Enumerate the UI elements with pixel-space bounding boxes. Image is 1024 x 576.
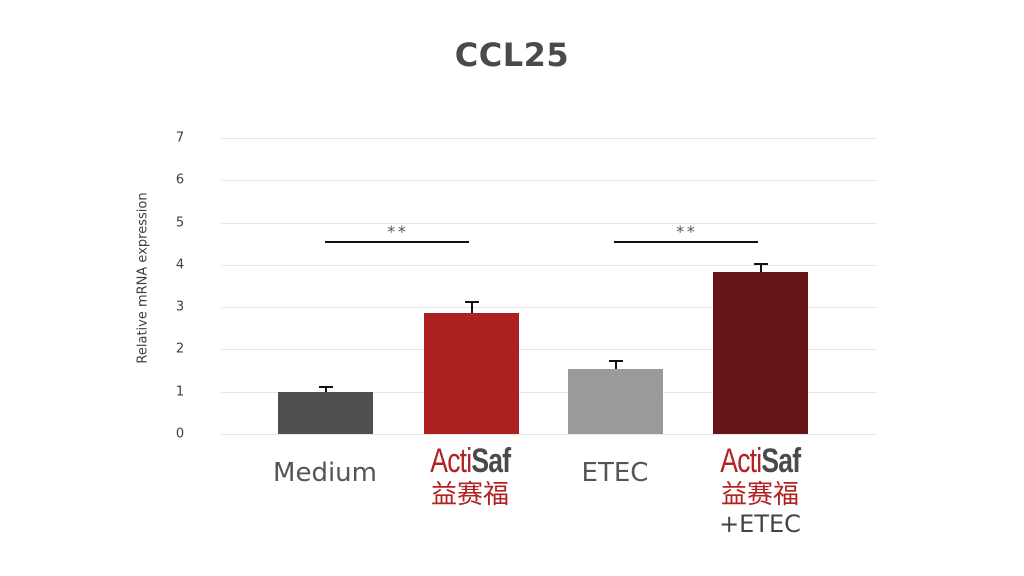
y-tick-label: 7 — [175, 130, 185, 146]
gridline — [221, 307, 877, 308]
gridline — [221, 349, 877, 350]
gridline — [221, 434, 877, 435]
x-label-etec: ETEC — [581, 458, 649, 488]
error-bar — [614, 361, 617, 369]
y-axis-label: Relative mRNA expression — [135, 192, 151, 364]
actisaf-logo: ActiSaf — [395, 444, 545, 478]
error-bar-cap — [464, 301, 479, 304]
logo-saf: Saf — [761, 442, 801, 480]
x-label-actisaf: ActiSaf 益赛福 — [395, 444, 545, 508]
gridline — [221, 180, 877, 181]
error-bar-cap — [608, 360, 623, 363]
bar-1 — [278, 391, 373, 434]
bar-3 — [568, 368, 663, 434]
error-bar — [759, 264, 762, 272]
gridline — [221, 138, 877, 139]
error-bar-cap — [753, 263, 768, 265]
significance-stars: ** — [675, 222, 697, 241]
gridline — [221, 265, 877, 266]
logo-acti: Acti — [719, 442, 762, 480]
error-bar — [470, 302, 473, 313]
logo-acti: Acti — [429, 442, 472, 480]
actisaf-cn-label: 益赛福 — [720, 480, 799, 510]
y-tick-label: 4 — [175, 257, 185, 273]
y-tick-label: 5 — [175, 215, 185, 231]
x-label-actisaf-etec: ActiSaf 益赛福 +ETEC — [685, 444, 835, 536]
significance-line — [614, 241, 758, 243]
bar-4 — [713, 271, 808, 434]
bar-2 — [424, 312, 519, 434]
plus-etec-label: +ETEC — [719, 510, 801, 538]
actisaf-cn-label: 益赛福 — [430, 480, 509, 510]
y-tick-label: 6 — [175, 172, 185, 188]
gridline — [221, 223, 877, 224]
error-bar — [324, 386, 327, 392]
chart-title: CCL25 — [454, 36, 570, 74]
y-tick-label: 3 — [175, 299, 185, 315]
x-label-medium: Medium — [273, 458, 377, 488]
logo-saf: Saf — [471, 442, 511, 480]
y-tick-label: 1 — [175, 384, 185, 400]
y-tick-label: 0 — [175, 426, 185, 442]
gridline — [221, 392, 877, 393]
actisaf-logo: ActiSaf — [685, 444, 835, 478]
significance-stars: ** — [386, 222, 408, 241]
significance-line — [325, 241, 469, 243]
y-tick-label: 2 — [175, 341, 185, 357]
error-bar-cap — [318, 385, 333, 388]
